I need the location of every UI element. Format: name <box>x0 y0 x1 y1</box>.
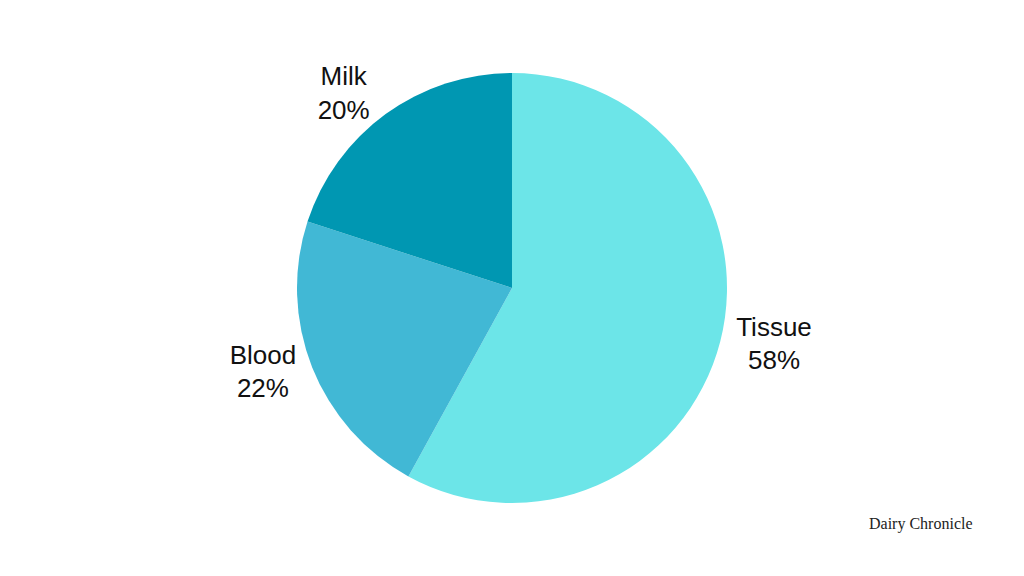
svg-text:Blood22%: Blood22% <box>230 340 297 404</box>
svg-text:Milk20%: Milk20% <box>318 61 370 125</box>
svg-text:Dairy Chronicle: Dairy Chronicle <box>869 515 973 533</box>
svg-text:Tissue58%: Tissue58% <box>736 312 812 376</box>
